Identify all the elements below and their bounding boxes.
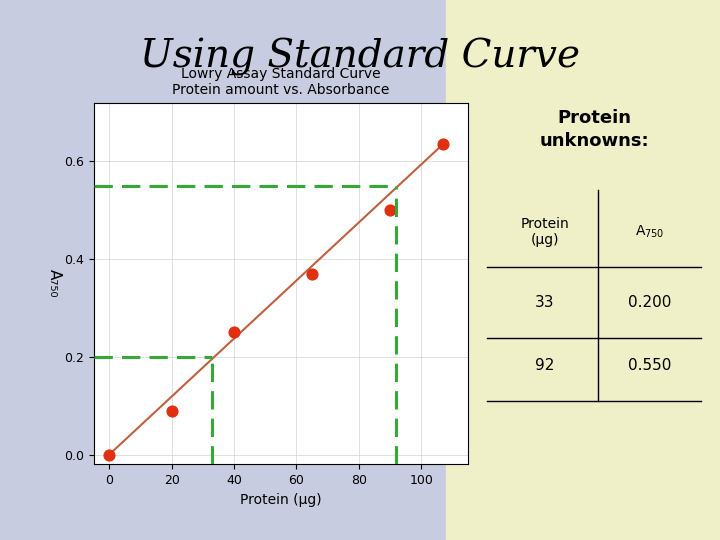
Bar bbox=[446, 0, 720, 540]
Point bbox=[104, 450, 115, 459]
Point bbox=[228, 328, 240, 337]
Text: Protein
unknowns:: Protein unknowns: bbox=[539, 109, 649, 150]
Text: A$_{750}$: A$_{750}$ bbox=[635, 224, 665, 240]
Point bbox=[166, 406, 177, 415]
Text: 0.550: 0.550 bbox=[628, 358, 672, 373]
X-axis label: Protein (μg): Protein (μg) bbox=[240, 492, 322, 507]
Point bbox=[306, 269, 318, 278]
Text: 0.200: 0.200 bbox=[628, 295, 672, 310]
Text: Using Standard Curve: Using Standard Curve bbox=[140, 38, 580, 76]
Text: 92: 92 bbox=[535, 358, 554, 373]
Point bbox=[384, 206, 396, 214]
Y-axis label: A₇₅₀: A₇₅₀ bbox=[48, 269, 62, 298]
Bar bbox=[0, 0, 446, 540]
Point bbox=[437, 140, 449, 149]
Text: 33: 33 bbox=[535, 295, 554, 310]
Text: Protein
(μg): Protein (μg) bbox=[521, 217, 570, 247]
Title: Lowry Assay Standard Curve
Protein amount vs. Absorbance: Lowry Assay Standard Curve Protein amoun… bbox=[172, 67, 390, 97]
